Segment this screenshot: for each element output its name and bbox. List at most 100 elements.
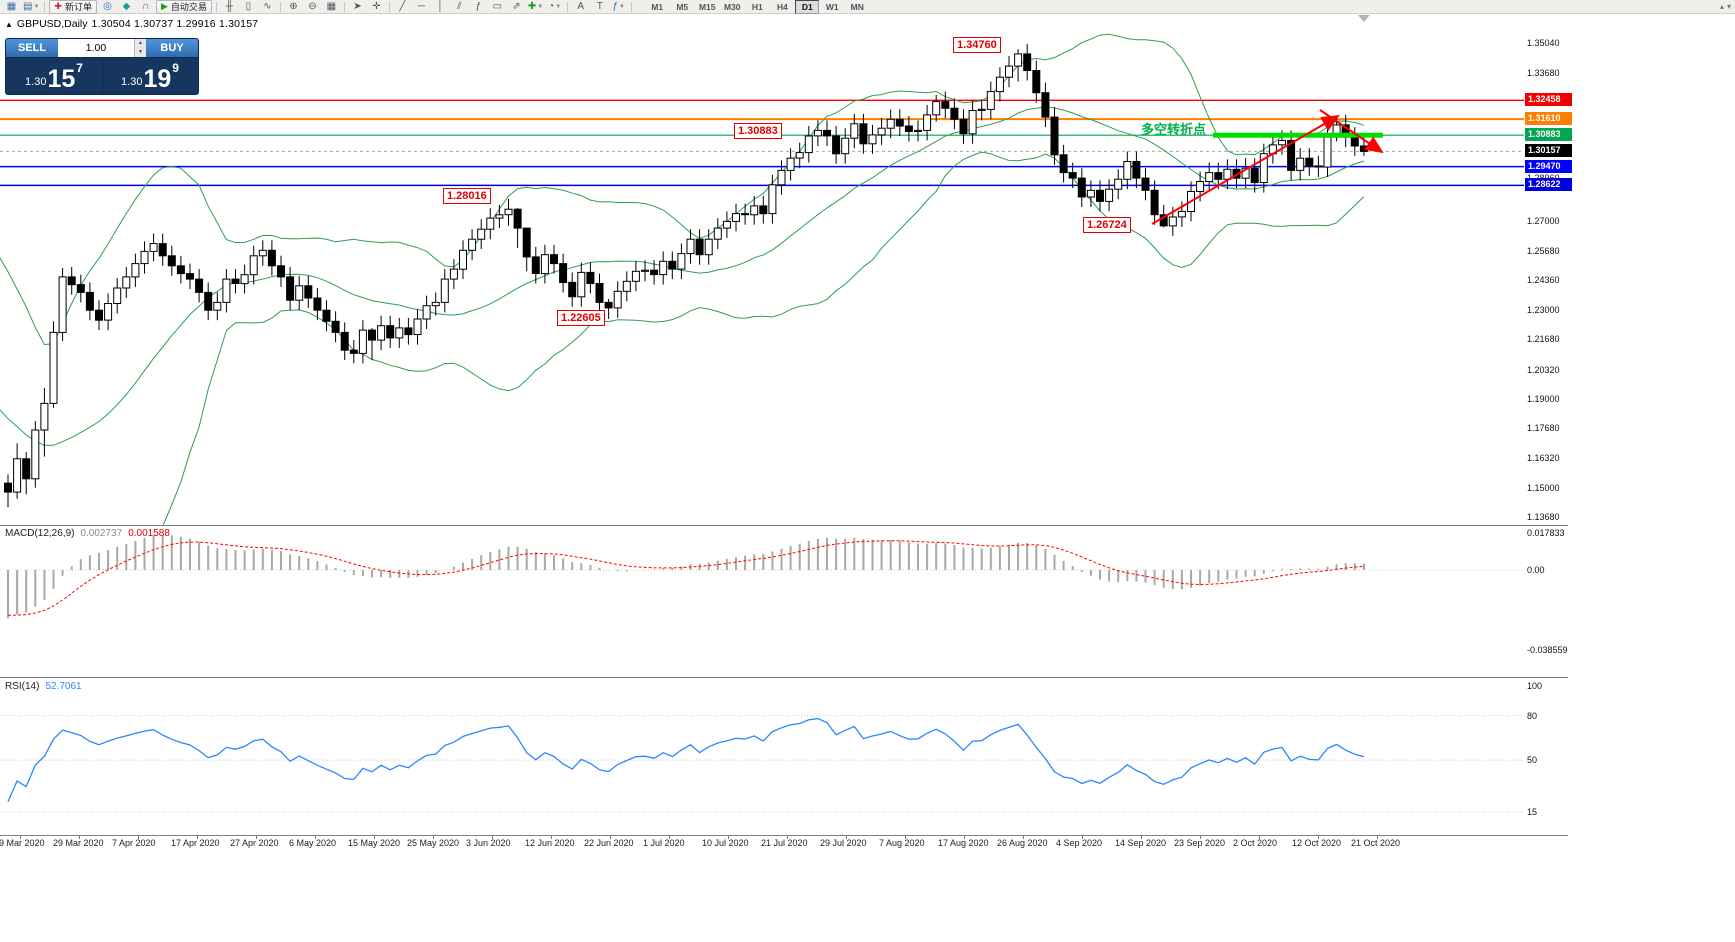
sell-price-sup: 7: [76, 61, 83, 75]
toolbar-separator: [279, 1, 281, 12]
date-tick: [1082, 836, 1083, 839]
timeframe-w1[interactable]: W1: [825, 1, 839, 12]
toolbar-separator: [388, 1, 390, 12]
price-callout[interactable]: 1.26724: [1083, 217, 1131, 233]
new-order-icon: ✚: [54, 1, 62, 11]
text-label-icon[interactable]: T: [590, 0, 609, 14]
indicators-list-icon[interactable]: ƒ ▼: [609, 0, 628, 14]
price-axis-label: 1.23000: [1527, 305, 1560, 315]
compass-icon[interactable]: ◎: [98, 0, 117, 14]
cycles-dropdown-icon[interactable]: ▼: [555, 3, 562, 10]
timeframe-m5[interactable]: M5: [676, 1, 689, 12]
macd-axis-label: 0.00: [1527, 565, 1545, 575]
headset-icon[interactable]: ∩: [136, 0, 155, 14]
rsi-axis-label: 15: [1527, 807, 1538, 817]
price-axis-label: 1.15000: [1527, 483, 1560, 493]
toolbar-more-down-icon[interactable]: ▾: [1726, 2, 1731, 11]
date-label: 4 Sep 2020: [1056, 838, 1103, 848]
bar-chart-icon[interactable]: ╫: [220, 0, 239, 14]
volume-spinner: ▲ ▼: [134, 39, 146, 57]
date-label: 26 Aug 2020: [997, 838, 1048, 848]
horizontal-line-icon[interactable]: ─: [412, 0, 431, 14]
trendline-icon[interactable]: ╱: [393, 0, 412, 14]
date-tick: [787, 836, 788, 839]
date-tick: [1377, 836, 1378, 839]
vertical-line-icon: │: [437, 1, 444, 12]
volume-down-icon[interactable]: ▼: [135, 48, 146, 57]
price-callout[interactable]: 1.28016: [443, 188, 491, 204]
timeframe-mn[interactable]: MN: [850, 1, 864, 12]
arrows-icon[interactable]: ⇗: [507, 0, 526, 14]
new-chart-icon[interactable]: ▦: [2, 0, 21, 14]
price-callout[interactable]: 1.30883: [734, 123, 782, 139]
text-icon[interactable]: A: [571, 0, 590, 14]
equidistant-channel-icon[interactable]: ⫽: [450, 0, 469, 14]
tile-windows-icon[interactable]: ▦: [322, 0, 341, 14]
date-label: 12 Jun 2020: [525, 838, 575, 848]
cycles-icon[interactable]: ◔ ▼: [545, 0, 564, 14]
vertical-line-icon[interactable]: │: [431, 0, 450, 14]
sell-price-big: 15: [47, 65, 76, 93]
date-label: 21 Jul 2020: [761, 838, 808, 848]
headset-icon: ∩: [141, 1, 150, 12]
date-tick: [256, 836, 257, 839]
timeframe-m1[interactable]: M1: [651, 1, 664, 12]
macd-header: MACD(12,26,9) 0.002737 0.001588: [5, 528, 170, 539]
profiles-dropdown-icon[interactable]: ▼: [33, 3, 40, 10]
crosshair-icon[interactable]: ✛: [367, 0, 386, 14]
date-tick: [433, 836, 434, 839]
date-label: 17 Apr 2020: [171, 838, 220, 848]
equidistant-channel-icon: ⫽: [457, 1, 462, 12]
date-tick: [492, 836, 493, 839]
toolbar-more-up-icon[interactable]: ▴: [1719, 2, 1724, 11]
date-label: 29 Mar 2020: [53, 838, 104, 848]
price-callout[interactable]: 1.22605: [557, 310, 605, 326]
timeframe-m15[interactable]: M15: [698, 1, 716, 12]
buy-button[interactable]: BUY: [146, 39, 198, 57]
timeframe-h4[interactable]: H4: [776, 1, 788, 12]
timeframe-h1[interactable]: H1: [751, 1, 763, 12]
candlestick-chart-icon: ▯: [245, 1, 252, 12]
volume-up-icon[interactable]: ▲: [135, 39, 146, 48]
add-object-icon: ✚: [527, 1, 537, 12]
tile-windows-icon: ▦: [326, 1, 337, 12]
date-tick: [1318, 836, 1319, 839]
date-label: 12 Oct 2020: [1292, 838, 1342, 848]
line-chart-icon[interactable]: ∿: [258, 0, 277, 14]
date-tick: [728, 836, 729, 839]
candlestick-chart-icon[interactable]: ▯: [239, 0, 258, 14]
timeframe-d1[interactable]: D1: [795, 0, 820, 14]
autotrade-button[interactable]: ▶ 自动交易: [155, 0, 212, 14]
symbol-name: GBPUSD,Daily: [16, 18, 88, 30]
rsi-axis-label: 50: [1527, 755, 1538, 765]
new-order-button[interactable]: ✚ 新订单: [49, 0, 97, 14]
add-object-dropdown-icon[interactable]: ▼: [537, 3, 544, 10]
volume-input[interactable]: [58, 41, 134, 55]
add-object-icon[interactable]: ✚ ▼: [526, 0, 545, 14]
price-callout[interactable]: 1.34760: [953, 37, 1001, 53]
rsi-axis-label: 80: [1527, 711, 1538, 721]
date-label: 2 Oct 2020: [1233, 838, 1278, 848]
price-axis-label: 1.25680: [1527, 246, 1560, 256]
gem-icon[interactable]: ◆: [117, 0, 136, 14]
chart-note-text[interactable]: 多空转折点: [1141, 122, 1207, 137]
date-label: 23 Sep 2020: [1174, 838, 1226, 848]
bar-chart-icon: ╫: [225, 1, 233, 12]
fibonacci-icon[interactable]: ƒ: [469, 0, 488, 14]
timeframe-m30[interactable]: M30: [723, 1, 741, 12]
sell-button[interactable]: SELL: [6, 39, 58, 57]
rsi-value: 52.7061: [45, 681, 82, 692]
indicators-list-dropdown-icon[interactable]: ▼: [619, 3, 625, 10]
date-label: 22 Jun 2020: [584, 838, 634, 848]
shapes-icon[interactable]: ▭: [488, 0, 507, 14]
date-tick: [1200, 836, 1201, 839]
date-tick: [905, 836, 906, 839]
zoom-out-icon: ⊖: [308, 1, 317, 12]
date-tick: [551, 836, 552, 839]
zoom-in-icon[interactable]: ⊕: [284, 0, 303, 14]
macd-main-value: 0.002737: [80, 528, 123, 539]
profiles-icon[interactable]: ▤ ▼: [21, 0, 41, 14]
zoom-out-icon[interactable]: ⊖: [303, 0, 322, 14]
cursor-icon[interactable]: ➤: [348, 0, 367, 14]
